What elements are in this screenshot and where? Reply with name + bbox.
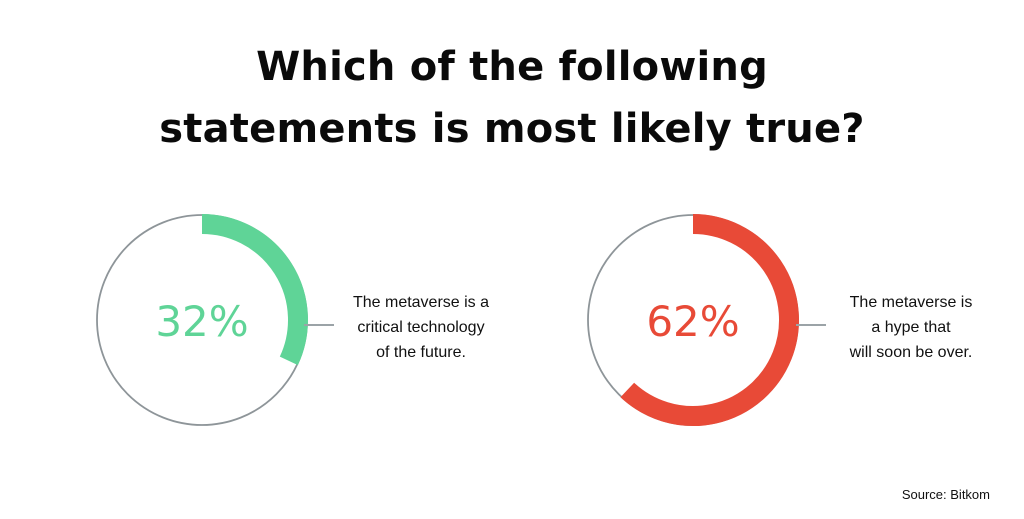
statement-2: The metaverse is a hype that will soon b… [828,290,994,365]
donut-value-label-2: 62% [646,297,739,346]
statement-1-line-1: The metaverse is a [352,294,490,311]
statement-1: The metaverse is a critical technology o… [338,290,504,365]
statement-2-line-3: will soon be over. [849,344,973,361]
leader-line-1 [304,324,334,326]
title-line-1: Which of the following [256,44,768,90]
chart-title: Which of the following statements is mos… [0,36,1024,160]
donut-chart-critical-technology: 32% [87,205,317,435]
source-note: Source: Bitkom [901,487,990,502]
donut-arc-2 [620,214,799,426]
donut-value-label-1: 32% [155,297,248,346]
donut-svg-2: 62% [587,214,799,426]
donut-chart-hype: 62% [578,205,808,435]
title-line-2: statements is most likely true? [159,106,865,152]
statement-2-line-2: a hype that [871,319,951,336]
statement-1-line-3: of the future. [376,344,466,361]
statement-2-line-1: The metaverse is [849,294,973,311]
statement-1-line-2: critical technology [357,319,485,336]
donut-svg-1: 32% [96,214,308,426]
donut-arc-1 [201,214,308,366]
leader-line-2 [796,324,826,326]
